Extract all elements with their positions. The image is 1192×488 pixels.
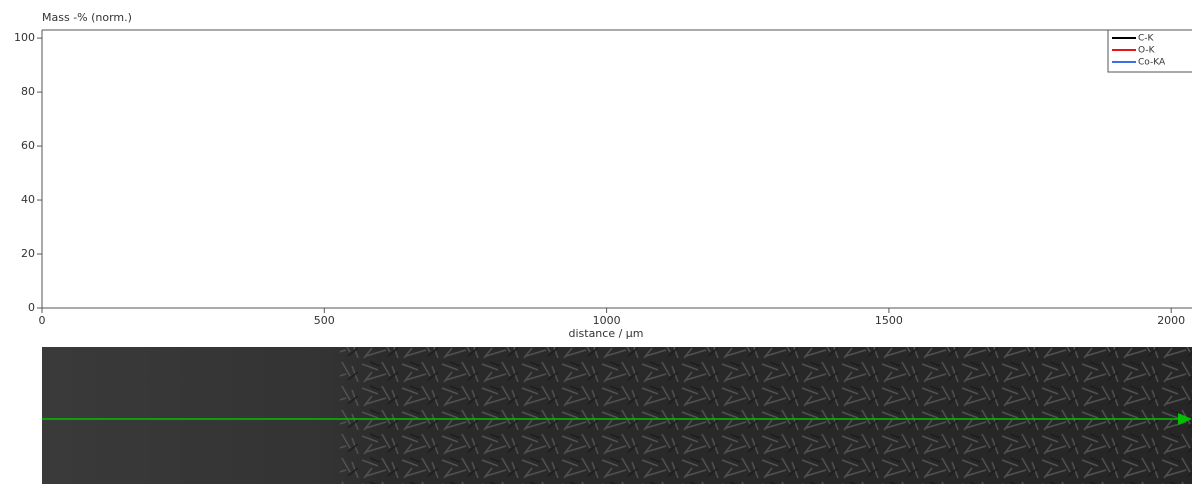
y-tick-label: 40 <box>21 193 35 206</box>
x-tick-label: 2000 <box>1157 314 1185 327</box>
x-axis-label: distance / µm <box>568 327 643 340</box>
y-tick-label: 100 <box>14 31 35 44</box>
page: Mass -% (norm.) distance / µm 0 20 40 60 80 1… <box>0 0 1192 484</box>
legend-label: C-K <box>1138 34 1155 44</box>
x-tick-label: 0 <box>39 314 46 327</box>
y-tick-label: 80 <box>21 85 35 98</box>
y-axis-label: Mass -% (norm.) <box>42 11 132 24</box>
chart: Mass -% (norm.) distance / µm 0 20 40 60 80 1… <box>0 0 1192 484</box>
y-tick-label: 0 <box>28 301 35 314</box>
sem-image <box>42 347 1192 484</box>
y-tick-label: 60 <box>21 139 35 152</box>
y-tick-label: 20 <box>21 247 35 260</box>
legend-label: O-K <box>1138 46 1156 56</box>
x-tick-label: 1500 <box>875 314 903 327</box>
x-tick-label: 500 <box>314 314 335 327</box>
x-tick-label: 1000 <box>593 314 621 327</box>
legend-label: Co-KA <box>1138 58 1166 68</box>
